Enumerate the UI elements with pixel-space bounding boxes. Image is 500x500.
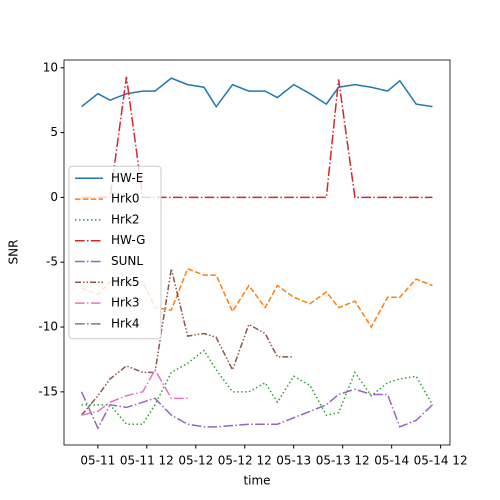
y-tick-label: 10	[43, 60, 58, 74]
legend-label: HW-E	[111, 171, 143, 185]
series-line	[80, 388, 433, 430]
y-tick-label: -5	[46, 255, 58, 269]
series-line	[81, 349, 434, 426]
y-tick-label: -10	[38, 320, 58, 334]
y-tick-label: -15	[38, 384, 58, 398]
x-tick-label: 05-11 12	[120, 454, 174, 468]
x-axis-label: time	[243, 474, 270, 488]
legend-label: Hrk5	[111, 275, 140, 289]
series-line	[80, 268, 294, 416]
x-tick-label: 05-13 12	[316, 454, 370, 468]
plot-frame	[63, 59, 451, 446]
x-tick-label: 05-12 12	[218, 454, 272, 468]
legend-label: Hrk0	[111, 192, 140, 206]
x-tick-label: 05-14 12	[414, 454, 468, 468]
series-line	[81, 368, 188, 416]
x-tick-label: 05-11	[80, 454, 115, 468]
y-tick-label: 0	[50, 190, 58, 204]
y-axis-label: SNR	[7, 240, 21, 265]
legend-label: SUNL	[111, 254, 143, 268]
legend-label: Hrk2	[111, 212, 140, 226]
x-tick-label: 05-14	[374, 454, 409, 468]
y-tick-label: 5	[50, 125, 58, 139]
legend-label: HW-G	[111, 233, 145, 247]
x-tick-label: 05-12	[178, 454, 213, 468]
x-tick-label: 05-13	[276, 454, 311, 468]
legend-label: Hrk4	[111, 316, 140, 330]
legend-label: Hrk3	[111, 296, 140, 310]
series-line	[81, 77, 433, 108]
legend-box	[68, 165, 162, 340]
